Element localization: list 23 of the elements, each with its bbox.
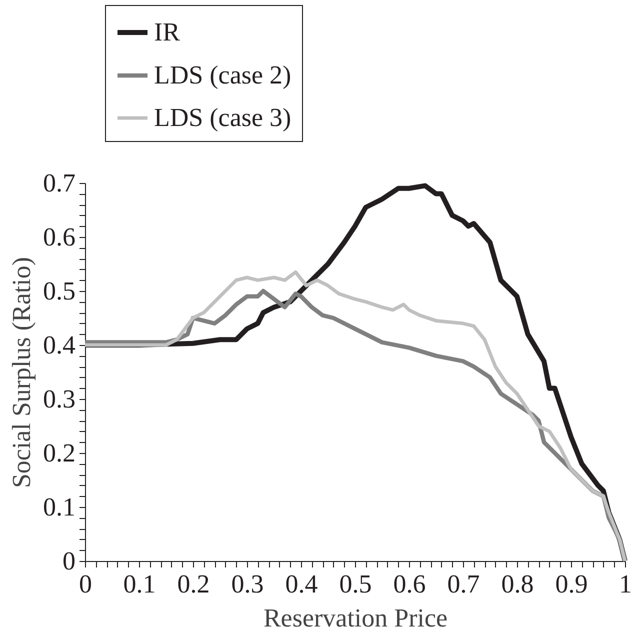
y-tick-label: 0.6 — [43, 222, 76, 252]
legend-label: LDS (case 2) — [154, 60, 292, 90]
x-tick-label: 0.1 — [123, 570, 156, 598]
x-tick-label: 0.2 — [177, 570, 210, 598]
y-tick-label: 0.3 — [43, 384, 76, 414]
x-tick-label: 0.6 — [393, 570, 426, 598]
x-axis-title: Reservation Price — [263, 604, 448, 632]
y-tick-label: 0 — [62, 546, 76, 576]
x-tick-label: 0.4 — [285, 570, 318, 598]
x-tick-label: 0.5 — [339, 570, 372, 598]
y-tick-label: 0.1 — [43, 492, 76, 522]
y-tick-label: 0.4 — [43, 330, 76, 360]
y-tick-label: 0.5 — [43, 276, 76, 306]
x-tick-label: 0.7 — [447, 570, 480, 598]
x-tick-label: 0.3 — [231, 570, 264, 598]
x-tick-label: 1 — [619, 570, 632, 598]
y-axis-title: Social Surplus (Ratio) — [7, 256, 36, 488]
y-tick-label: 0.2 — [43, 438, 76, 468]
y-tick-label: 0.7 — [43, 168, 76, 198]
legend-label: IR — [154, 18, 181, 46]
legend-label: LDS (case 3) — [154, 103, 292, 132]
x-tick-label: 0.9 — [555, 570, 588, 598]
x-tick-label: 0.8 — [501, 570, 534, 598]
